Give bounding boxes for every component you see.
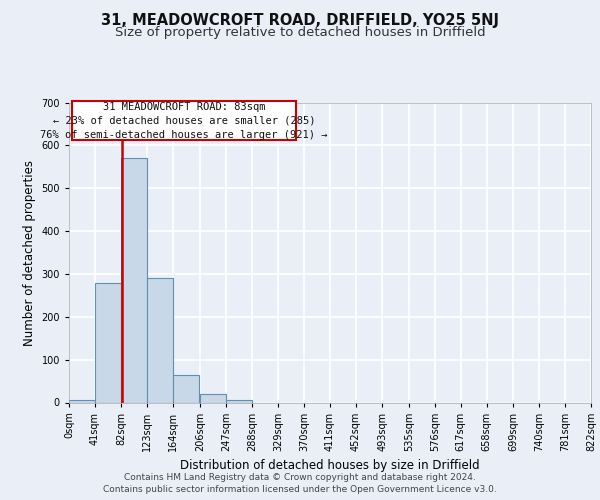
X-axis label: Distribution of detached houses by size in Driffield: Distribution of detached houses by size …	[180, 459, 480, 472]
Text: Contains public sector information licensed under the Open Government Licence v3: Contains public sector information licen…	[103, 485, 497, 494]
Bar	[200, 394, 226, 402]
Bar	[147, 278, 173, 402]
Text: 31 MEADOWCROFT ROAD: 83sqm
← 23% of detached houses are smaller (285)
76% of sem: 31 MEADOWCROFT ROAD: 83sqm ← 23% of deta…	[40, 102, 328, 140]
Bar	[226, 400, 252, 402]
Y-axis label: Number of detached properties: Number of detached properties	[23, 160, 36, 346]
Bar	[121, 158, 147, 402]
Bar	[69, 400, 95, 402]
Text: 31, MEADOWCROFT ROAD, DRIFFIELD, YO25 5NJ: 31, MEADOWCROFT ROAD, DRIFFIELD, YO25 5N…	[101, 12, 499, 28]
FancyBboxPatch shape	[71, 101, 296, 140]
Text: Contains HM Land Registry data © Crown copyright and database right 2024.: Contains HM Land Registry data © Crown c…	[124, 472, 476, 482]
Text: Size of property relative to detached houses in Driffield: Size of property relative to detached ho…	[115, 26, 485, 39]
Bar	[173, 374, 199, 402]
Bar	[95, 282, 121, 403]
